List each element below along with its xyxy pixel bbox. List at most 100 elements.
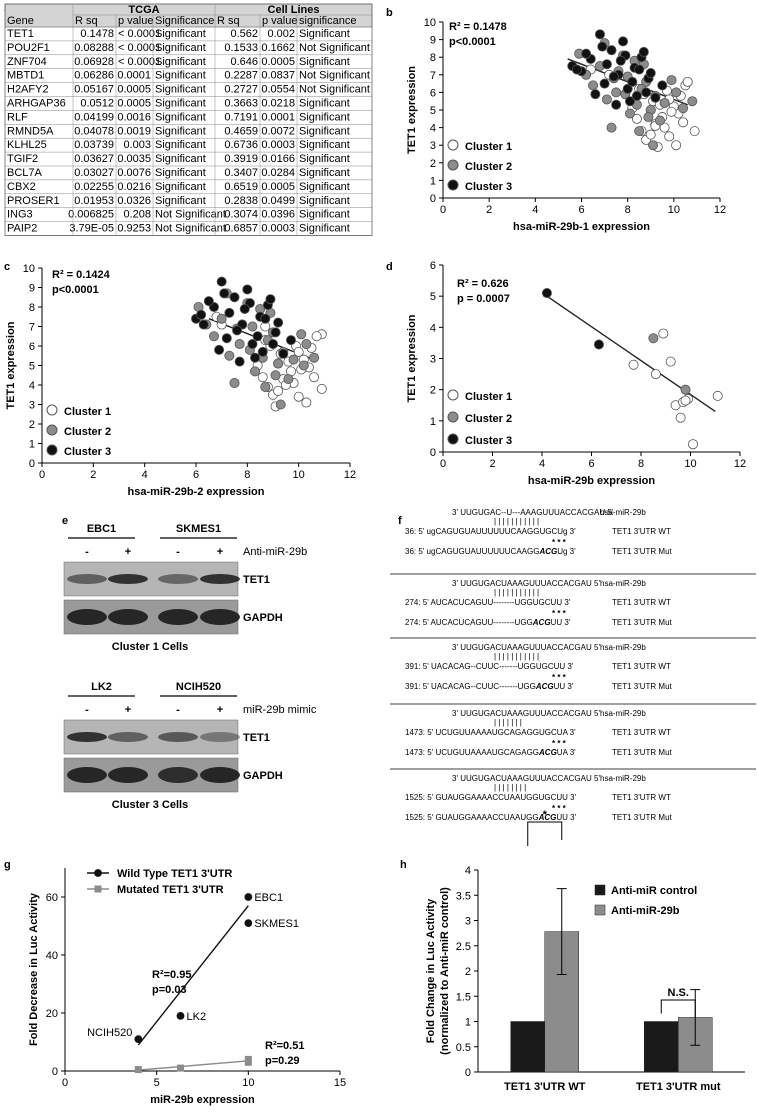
point [234,339,245,350]
base-pairs: | | | | | | | | [494,783,526,792]
x-tick-label: 10 [293,469,305,481]
table-cell: 0.0005 [117,84,151,96]
table-cell: 0.0396 [261,209,295,221]
panel-label: h [400,859,407,871]
blot-band [200,574,240,584]
point [687,96,698,107]
table-cell: 0.0005 [117,98,151,110]
point [293,346,304,357]
mirna-name: hsa-miR-29b [600,579,646,588]
table-cell: 0.08288 [74,42,114,54]
table-cell: Not Significant [299,42,370,54]
legend-label: Cluster 2 [64,426,111,438]
point [541,288,552,299]
table-cell: 0.1478 [80,28,114,40]
column-header: Significance [155,15,214,27]
point [275,399,286,410]
table-cell: 0.1533 [224,42,258,54]
wt-sequence: 1525: 5' GUAUGGAAAACCUAAUGGUGCUU 3' [405,793,577,802]
y-tick-label: 1 [465,1017,471,1029]
table-cell: 0.2727 [224,84,258,96]
table-cell: Not Significant [299,70,370,82]
table-cell: 0.03627 [74,153,114,165]
treatment-sign: + [217,704,223,716]
y-tick-label: 8 [29,302,35,314]
legend-marker [447,433,459,445]
y-tick-label: 5 [29,361,35,373]
table-cell: 0.0218 [261,98,295,110]
table-cell: POU2F1 [7,42,50,54]
table-cell: Significant [155,153,206,165]
y-tick-label: 10 [23,263,35,275]
table-cell: 0.3663 [224,98,258,110]
legend-marker [94,869,102,877]
y-tick-label: 2 [430,158,436,170]
y-tick-label: 2 [29,419,35,431]
x-tick-label: 10 [684,458,696,470]
mirna-name: hsa-miR-29b [600,709,646,718]
point [643,112,654,123]
treatment-sign: + [125,546,131,558]
annotation: p=0.29 [265,1055,300,1067]
table-cell: ARHGAP36 [7,98,66,110]
y-tick-label: 4 [430,322,436,334]
table-cell: 0.3919 [224,153,258,165]
y-tick-label: 2 [430,385,436,397]
point [678,117,689,128]
point [611,87,622,98]
table-cell: PROSER1 [7,195,60,207]
band-label: GAPDH [243,612,283,624]
table-cell: 0.0512 [80,98,114,110]
table-cell: 0.0499 [261,195,295,207]
point [252,331,263,342]
y-tick-label: 9 [430,35,436,47]
point [659,97,670,108]
table-cell: 0.9253 [117,223,151,235]
blot-band [108,574,148,584]
legend-marker [447,179,459,191]
significance-label: N.S. [668,987,689,999]
blot-band [67,574,107,584]
table-cell: 0.562 [230,28,258,40]
table-cell: 0.6736 [224,139,258,151]
blot-band [108,767,148,783]
table-cell: 0.0837 [261,70,295,82]
wt-name: TET1 3'UTR WT [612,598,671,607]
panel-label: f [398,515,402,527]
table-cell: 0.0003 [261,139,295,151]
point [631,90,642,101]
point [216,276,227,287]
legend-label: Cluster 3 [465,435,512,447]
point [309,372,320,383]
point [247,339,258,350]
point [680,395,691,406]
table-cell: 0.003 [123,139,151,151]
blot-caption: Cluster 3 Cells [112,799,188,811]
wt-name: TET1 3'UTR WT [612,527,671,536]
table-cell: 0.0019 [117,125,151,137]
legend-marker [46,444,58,456]
legend-label: Cluster 2 [465,413,512,425]
table-cell: CBX2 [7,181,36,193]
point [196,309,207,320]
y-tick-label: 4 [430,123,436,135]
point [654,115,665,126]
point [221,333,232,344]
mut-sequence: 391: 5' UACACAG--CUUC-------UGGACGUU 3' [405,682,574,691]
mut-part: ACG [538,813,557,822]
base-pairs: | | | | | | | [494,718,522,727]
point [301,397,312,408]
point [257,346,268,357]
point [597,41,608,52]
y-tick-label: 3 [29,400,35,412]
y-axis-label: Fold Decrease in Luc Activity [28,892,40,1046]
wt-sequence: 391: 5' UACACAG--CUUC-------UGGUGCUU 3' [405,662,574,671]
band-label: GAPDH [243,770,283,782]
point [177,1064,184,1072]
table-cell: < 0.0001 [118,42,161,54]
y-tick-label: 0.5 [456,1042,471,1054]
point [712,390,723,401]
panel-label: c [4,261,10,273]
treatment-sign: - [85,546,89,558]
point [293,391,304,402]
